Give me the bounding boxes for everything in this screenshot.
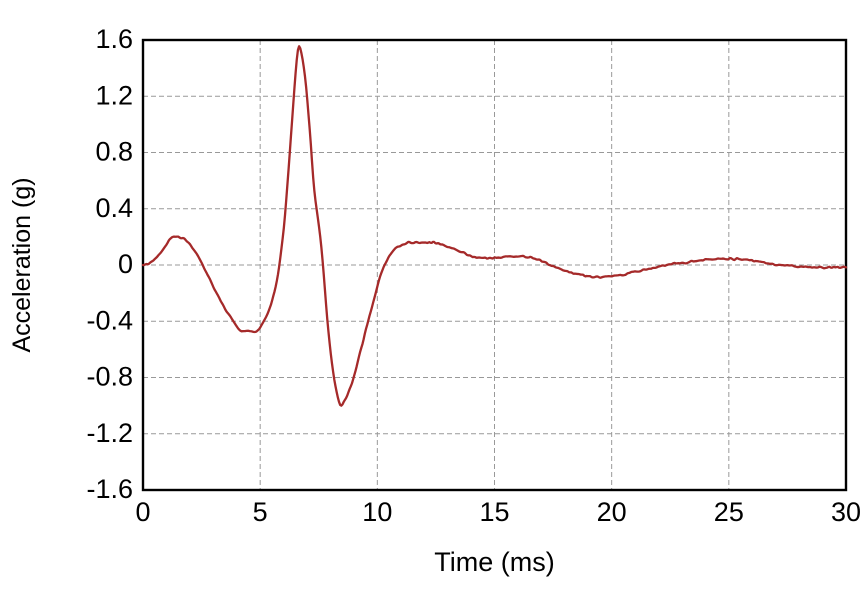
svg-text:30: 30 (831, 497, 861, 527)
svg-text:10: 10 (362, 497, 392, 527)
svg-text:-1.2: -1.2 (86, 418, 133, 448)
svg-text:1.6: 1.6 (95, 24, 133, 54)
svg-text:Time (ms): Time (ms) (434, 547, 554, 577)
svg-text:15: 15 (479, 497, 509, 527)
svg-text:25: 25 (714, 497, 744, 527)
svg-text:5: 5 (253, 497, 268, 527)
svg-text:-0.4: -0.4 (86, 305, 133, 335)
svg-text:20: 20 (597, 497, 627, 527)
svg-text:0: 0 (135, 497, 150, 527)
svg-text:0: 0 (118, 249, 133, 279)
svg-text:Acceleration (g): Acceleration (g) (8, 177, 36, 352)
svg-text:-0.8: -0.8 (86, 362, 133, 392)
svg-text:1.2: 1.2 (95, 80, 133, 110)
svg-text:-1.6: -1.6 (86, 474, 133, 504)
svg-text:0.4: 0.4 (95, 193, 133, 223)
svg-text:0.8: 0.8 (95, 137, 133, 167)
